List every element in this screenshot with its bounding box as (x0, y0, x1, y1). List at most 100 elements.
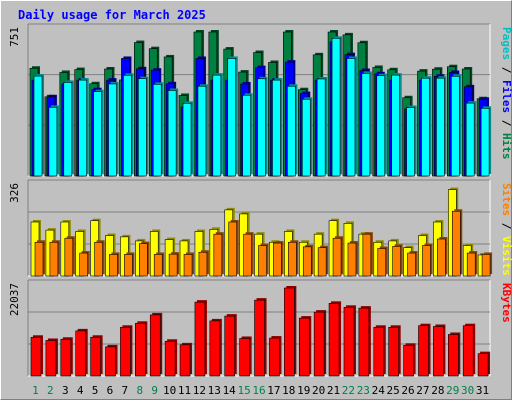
x-tick-label: 2 (47, 384, 54, 397)
legend-entry: Files (500, 80, 512, 113)
sites-bar (49, 241, 59, 277)
pages-bar (287, 85, 296, 177)
kbytes-bar (194, 301, 206, 377)
sites-bar (258, 245, 267, 277)
x-tick-label: 26 (401, 384, 414, 397)
legend-entry: Sites (500, 183, 512, 216)
x-tick-label: 16 (252, 384, 265, 397)
pages-bar (152, 84, 162, 177)
pages-bar (376, 75, 386, 177)
sites-bar (332, 237, 342, 277)
pages-bar (436, 77, 445, 177)
sites-bar (481, 254, 491, 277)
kbytes-bar (209, 320, 221, 377)
panel-top-ymax-label: 751 (8, 27, 21, 47)
pages-bar (48, 107, 58, 177)
pages-bar (272, 79, 281, 177)
kbytes-bar (403, 344, 414, 377)
sites-bar (124, 254, 133, 277)
sites-bar (273, 242, 282, 277)
kbytes-bar (343, 307, 355, 377)
kbytes-bar (239, 338, 250, 377)
kbytes-bar (179, 344, 191, 377)
kbytes-bar (120, 326, 131, 377)
sites-bar (64, 237, 74, 277)
x-tick-label: 27 (416, 384, 429, 397)
x-tick-label: 1 (32, 384, 39, 397)
sites-bar (451, 210, 461, 277)
pages-bar (93, 91, 102, 177)
x-tick-label: 15 (237, 384, 250, 397)
x-tick-label: 23 (357, 384, 370, 397)
kbytes-bar (30, 336, 42, 377)
pages-bar (331, 38, 341, 177)
x-tick-label: 11 (178, 384, 191, 397)
sites-bar (377, 248, 387, 277)
sites-bar (243, 233, 252, 277)
sites-bar (79, 252, 89, 277)
pages-bar (212, 74, 222, 177)
sites-bar (228, 221, 238, 277)
x-tick-label: 10 (163, 384, 176, 397)
pages-bar (123, 75, 132, 177)
pages-bar (197, 85, 207, 177)
kbytes-bar (358, 307, 370, 377)
kbytes-bar (477, 353, 489, 377)
pages-bar (63, 82, 73, 177)
x-tick-label: 29 (446, 384, 459, 397)
x-tick-label: 9 (151, 384, 158, 397)
legend-entry: / (500, 216, 512, 236)
x-tick-label: 14 (223, 384, 237, 397)
pages-bar (257, 78, 266, 177)
panel-middle-ymax-label: 326 (8, 183, 21, 203)
x-tick-label: 31 (476, 384, 489, 397)
pages-bar (480, 108, 490, 177)
kbytes-bar (328, 303, 340, 377)
kbytes-bar (105, 346, 116, 377)
sites-bar (392, 246, 401, 277)
kbytes-bar (90, 336, 101, 377)
kbytes-bar (373, 326, 385, 377)
sites-bar (168, 253, 178, 277)
kbytes-bar (298, 317, 310, 377)
sites-bar (302, 246, 312, 277)
sites-bar (317, 247, 327, 277)
x-tick-label: 18 (282, 384, 295, 397)
x-tick-label: 8 (136, 384, 143, 397)
sites-bar (198, 251, 208, 277)
sites-bar (183, 254, 193, 277)
kbytes-bar (164, 340, 176, 377)
pages-bar (33, 75, 43, 177)
panel-top-legend: Pages / Files / Hits (500, 27, 512, 160)
x-tick-label: 13 (208, 384, 221, 397)
kbytes-bar (135, 322, 146, 377)
x-tick-label: 3 (62, 384, 69, 397)
panel-middle-legend: Sites / Visits (500, 183, 512, 276)
x-tick-label: 5 (92, 384, 99, 397)
sites-bar (34, 241, 44, 277)
sites-bar (94, 241, 103, 277)
kbytes-bar (418, 325, 429, 377)
kbytes-bar (224, 315, 236, 377)
pages-bar (406, 107, 415, 177)
kbytes-bar (45, 340, 57, 377)
x-tick-label: 17 (267, 384, 280, 397)
pages-bar (182, 103, 192, 177)
legend-entry: Pages (500, 27, 512, 60)
sites-bar (437, 238, 446, 277)
x-tick-label: 6 (107, 384, 114, 397)
pages-bar (78, 79, 88, 177)
kbytes-bar (149, 314, 161, 377)
kbytes-bar (462, 325, 474, 377)
x-tick-label: 20 (312, 384, 325, 397)
pages-bar (421, 77, 430, 177)
kbytes-bar (447, 334, 459, 377)
x-tick-label: 30 (461, 384, 474, 397)
pages-bar (346, 58, 356, 177)
pages-bar (108, 83, 117, 177)
panel-bottom-legend: KBytes (500, 283, 512, 323)
pages-bar (450, 75, 460, 177)
kbytes-bar (75, 330, 87, 377)
legend-entry: KBytes (500, 283, 512, 323)
